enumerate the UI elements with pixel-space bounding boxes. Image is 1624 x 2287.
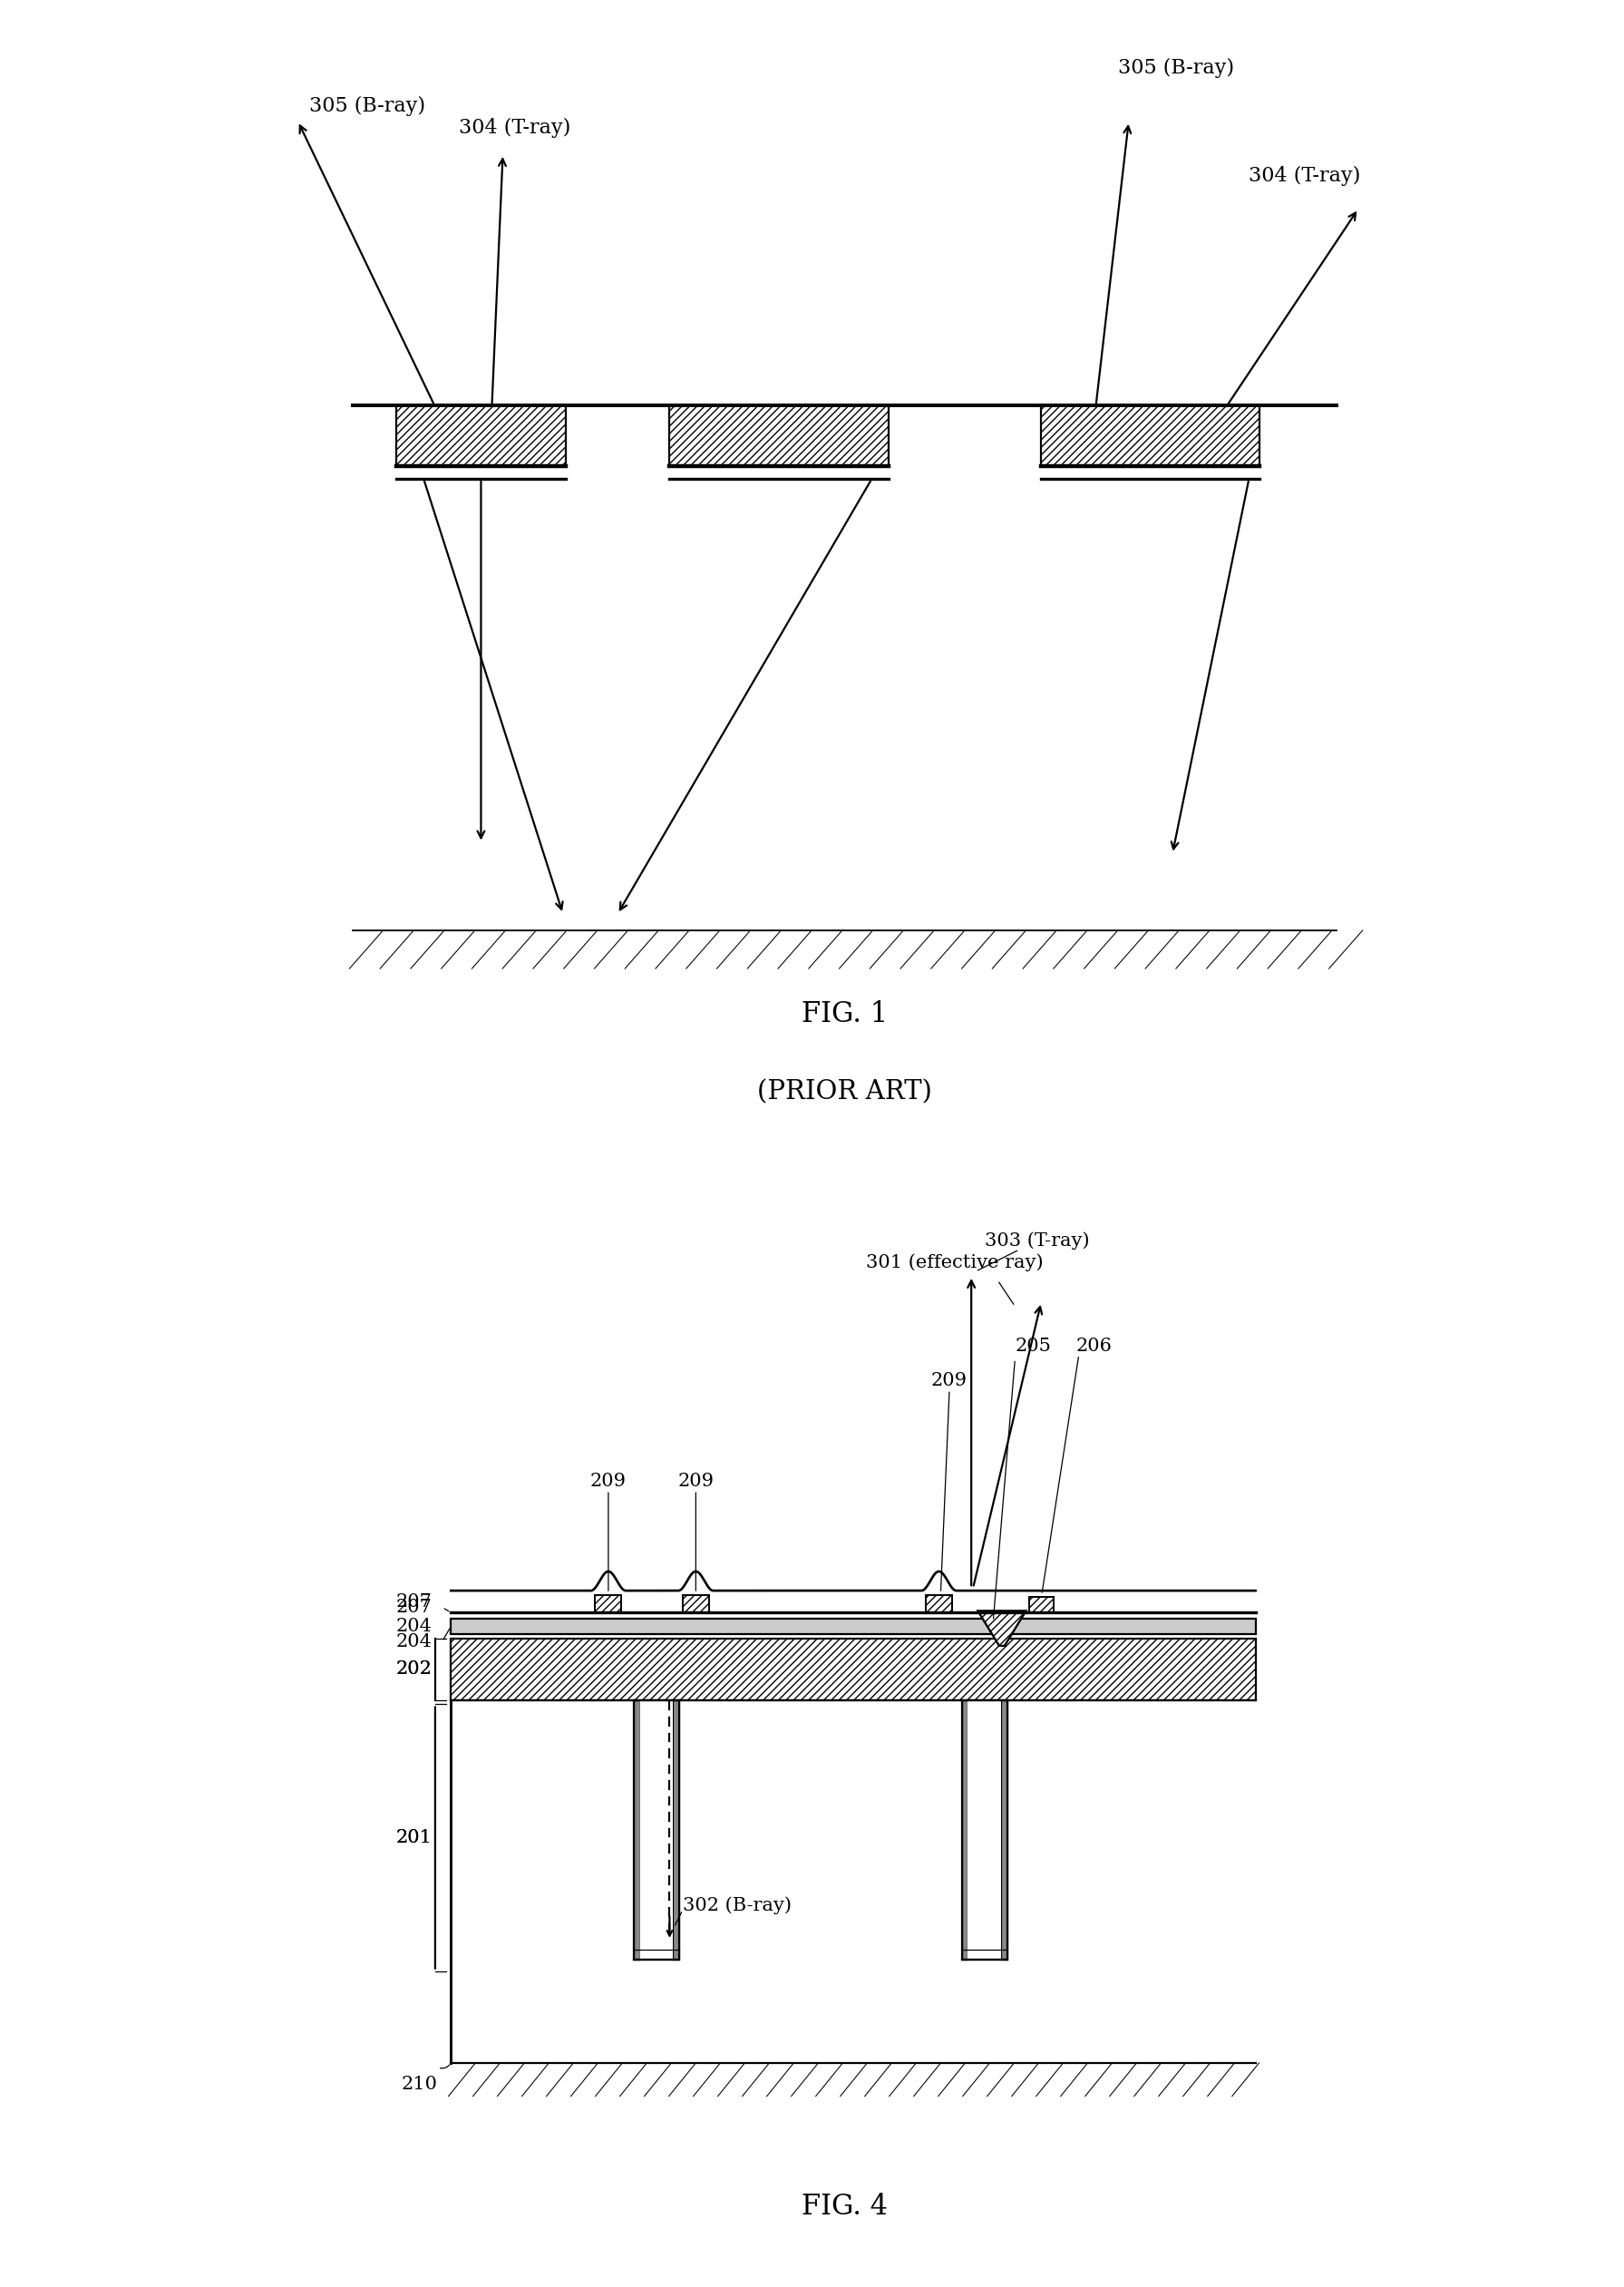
Bar xyxy=(1041,405,1260,467)
Text: (PRIOR ART): (PRIOR ART) xyxy=(757,1079,932,1105)
Bar xyxy=(451,1640,1255,1699)
Text: 301 (effective ray): 301 (effective ray) xyxy=(866,1253,1044,1272)
Bar xyxy=(1030,1596,1054,1612)
Text: 202: 202 xyxy=(396,1660,432,1679)
Text: 303 (T-ray): 303 (T-ray) xyxy=(984,1233,1090,1249)
Text: 305 (B-ray): 305 (B-ray) xyxy=(309,96,425,117)
Bar xyxy=(672,1699,679,1960)
Text: 207: 207 xyxy=(396,1594,432,1610)
Bar xyxy=(640,1699,672,1960)
Bar xyxy=(682,1594,710,1612)
Text: 210: 210 xyxy=(401,2077,438,2093)
Bar xyxy=(968,1699,1000,1960)
Text: 302 (B-ray): 302 (B-ray) xyxy=(682,1896,791,1914)
Bar xyxy=(633,1699,640,1960)
Bar xyxy=(669,405,888,467)
Bar xyxy=(596,1594,622,1612)
Bar xyxy=(451,1619,1255,1635)
Text: 205: 205 xyxy=(1015,1338,1051,1354)
Bar xyxy=(396,405,565,467)
Text: 201: 201 xyxy=(395,1830,432,1846)
Text: 204: 204 xyxy=(396,1633,432,1649)
Polygon shape xyxy=(978,1610,1026,1647)
Text: FIG. 1: FIG. 1 xyxy=(801,1002,888,1029)
Text: 207: 207 xyxy=(396,1599,432,1617)
Bar xyxy=(633,1699,679,1960)
Text: 204: 204 xyxy=(396,1617,432,1635)
Bar xyxy=(1000,1699,1007,1960)
Text: 206: 206 xyxy=(1077,1338,1112,1354)
Text: 209: 209 xyxy=(590,1473,627,1491)
Text: 304 (T-ray): 304 (T-ray) xyxy=(460,117,572,137)
Text: FIG. 4: FIG. 4 xyxy=(801,2193,888,2221)
Text: 209: 209 xyxy=(931,1372,968,1390)
Bar xyxy=(961,1699,1007,1960)
Text: 305 (B-ray): 305 (B-ray) xyxy=(1117,57,1234,78)
Text: 201: 201 xyxy=(395,1830,432,1846)
Text: 202: 202 xyxy=(396,1660,432,1679)
Text: 209: 209 xyxy=(677,1473,715,1491)
Bar xyxy=(961,1699,968,1960)
Text: 304 (T-ray): 304 (T-ray) xyxy=(1249,167,1361,185)
Bar xyxy=(926,1594,952,1612)
